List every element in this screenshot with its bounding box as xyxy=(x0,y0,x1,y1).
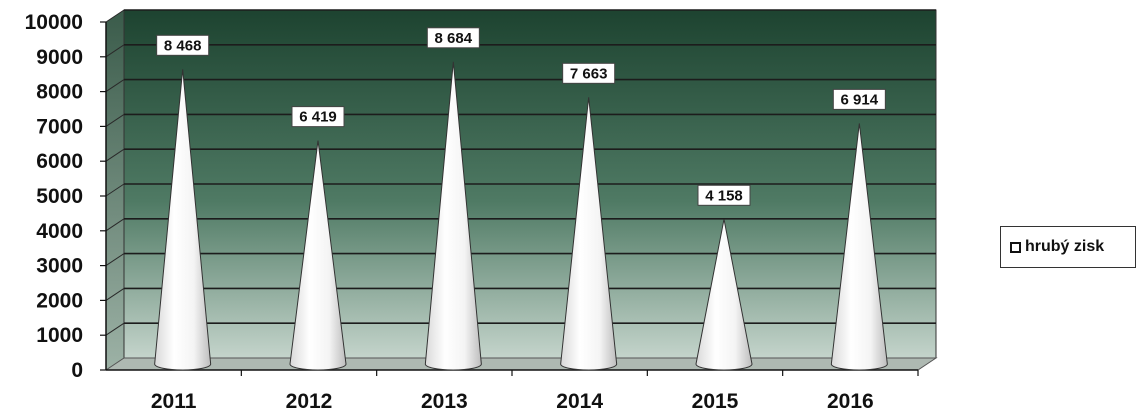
data-label-box xyxy=(291,106,345,128)
gridline-side xyxy=(105,113,125,127)
y-tick-label: 1000 xyxy=(36,324,83,347)
gridline-side xyxy=(105,9,125,23)
data-label: 6 419 xyxy=(299,109,337,126)
x-tick-label: 2013 xyxy=(421,390,468,413)
cone-mark xyxy=(695,219,753,371)
data-label-box xyxy=(156,34,210,56)
legend: hrubý zisk xyxy=(1000,226,1136,268)
data-label-box xyxy=(426,27,480,49)
data-label: 4 158 xyxy=(705,187,743,204)
gridline-side xyxy=(105,44,125,58)
gridline-side xyxy=(105,218,125,232)
cone-mark xyxy=(560,97,618,371)
gridline-side xyxy=(105,148,125,162)
y-tick-label: 2000 xyxy=(36,289,83,312)
x-tick-label: 2015 xyxy=(692,390,739,413)
data-label: 8 468 xyxy=(164,37,202,54)
x-tick-label: 2016 xyxy=(827,390,874,413)
y-tick-label: 0 xyxy=(71,359,83,382)
gridline-side xyxy=(105,79,125,93)
data-label: 7 663 xyxy=(570,65,608,82)
data-label: 8 684 xyxy=(435,30,473,47)
cone-mark xyxy=(154,69,212,371)
data-label-box xyxy=(697,184,751,206)
floor xyxy=(104,357,938,371)
y-tick-label: 10000 xyxy=(25,11,83,34)
gridline-side xyxy=(105,183,125,197)
gridline-side xyxy=(105,287,125,301)
data-label-box xyxy=(562,62,616,84)
cone-mark xyxy=(830,123,888,371)
y-tick-label: 6000 xyxy=(36,150,83,173)
gridline-side xyxy=(105,253,125,267)
x-tick-label: 2014 xyxy=(556,390,603,413)
legend-swatch xyxy=(1010,241,1021,253)
x-tick-label: 2011 xyxy=(151,390,197,413)
data-label-box xyxy=(832,88,886,110)
y-tick-label: 4000 xyxy=(36,220,83,243)
y-tick-label: 3000 xyxy=(36,255,83,278)
y-tick-label: 9000 xyxy=(36,46,83,69)
gridline-side xyxy=(105,322,125,336)
y-tick-label: 5000 xyxy=(36,185,83,208)
cone-mark xyxy=(424,61,482,371)
x-tick-label: 2012 xyxy=(286,390,333,413)
y-tick-label: 7000 xyxy=(36,115,83,138)
y-tick-label: 8000 xyxy=(36,81,83,104)
data-label: 6 914 xyxy=(841,91,879,108)
legend-label: hrubý zisk xyxy=(1025,238,1105,255)
cone-mark xyxy=(289,140,347,371)
